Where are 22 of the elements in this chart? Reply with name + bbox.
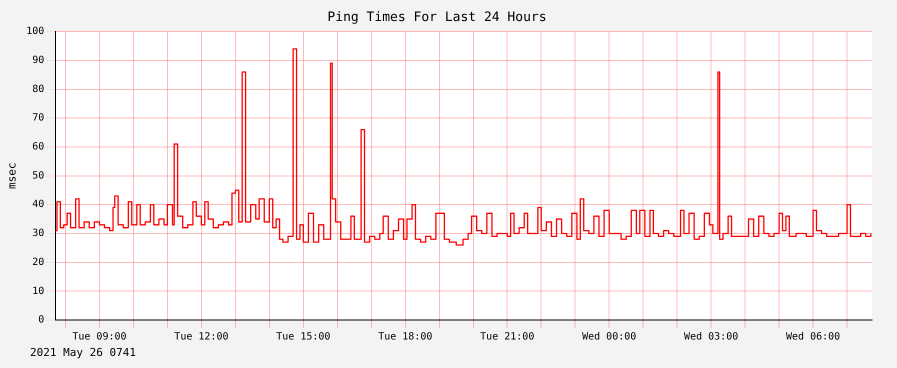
chart-title: Ping Times For Last 24 Hours <box>327 10 547 26</box>
y-tick-label: 70 <box>32 112 44 124</box>
y-tick-label: 50 <box>32 170 44 182</box>
x-tick-label: Tue 12:00 <box>174 332 228 343</box>
y-tick-label: 40 <box>32 199 44 210</box>
y-tick-label: 0 <box>38 314 44 326</box>
x-tick-label: Tue 09:00 <box>72 332 127 343</box>
y-tick-label: 10 <box>32 286 44 297</box>
y-tick-label: 20 <box>32 256 44 268</box>
x-tick-label: Tue 15:00 <box>276 332 330 343</box>
x-tick-label: Tue 18:00 <box>378 332 432 343</box>
x-tick-label: Wed 03:00 <box>684 332 738 343</box>
y-tick-label: 30 <box>32 228 44 240</box>
y-tick-label: 60 <box>32 142 44 153</box>
y-tick-label: 90 <box>32 55 44 66</box>
y-axis-title: msec <box>5 162 18 190</box>
text: 2021 May 26 0741 <box>30 346 136 359</box>
x-tick-label: Wed 00:00 <box>582 332 636 343</box>
x-tick-label: Tue 21:00 <box>480 332 534 343</box>
y-tick-label: 80 <box>32 84 44 95</box>
y-tick-label: 100 <box>26 26 44 38</box>
x-tick-label: Wed 06:00 <box>786 332 840 343</box>
